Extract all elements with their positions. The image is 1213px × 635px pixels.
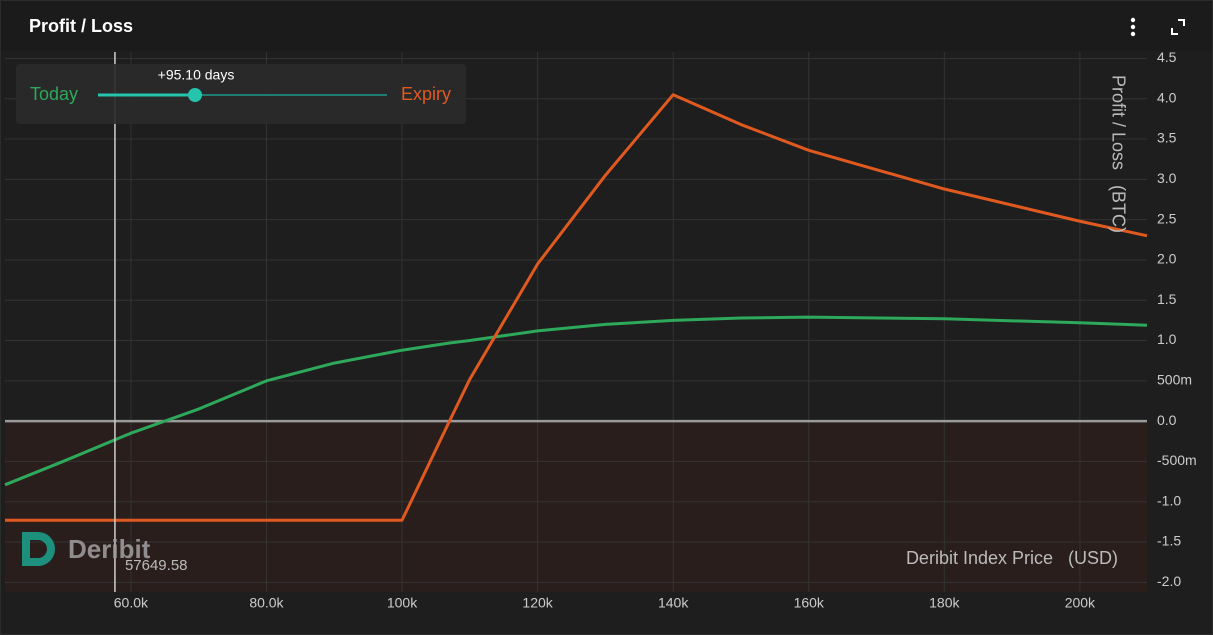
x-tick-label: 160k [794, 595, 825, 611]
loss-region [5, 421, 1147, 592]
x-tick-label: 180k [929, 595, 960, 611]
crosshair-label: 57649.58 [125, 557, 188, 574]
y-tick-label: -1.0 [1157, 492, 1181, 508]
slider-panel: Today Expiry +95.10 days [16, 64, 466, 124]
y-tick-label: -2.0 [1157, 573, 1181, 589]
x-tick-label: 80.0k [249, 595, 284, 611]
expiry-label: Expiry [401, 84, 451, 104]
x-tick-label: 60.0k [114, 595, 149, 611]
plot-area: -2.0 -1.5 -1.0 -500m 0.0 500m 1.0 1.5 2.0 2.5 3.0 3… [4, 49, 1197, 611]
today-label: Today [30, 84, 78, 104]
series-line [4, 315, 1148, 487]
y-tick-label: -1.5 [1157, 533, 1181, 549]
y-tick-label: 3.5 [1157, 130, 1177, 146]
brand-logo: Deribit [22, 532, 151, 566]
expand-button[interactable] [1171, 19, 1185, 35]
header-bar [1, 1, 1212, 51]
y-axis-title: Profit / Loss (BTC) [1108, 75, 1128, 233]
y-tick-label: 0.0 [1157, 412, 1177, 428]
y-tick-label: -500m [1157, 452, 1197, 468]
y-tick-label: 1.0 [1157, 331, 1177, 347]
days-label: +95.10 days [158, 67, 235, 83]
y-tick-label: 2.5 [1157, 210, 1177, 226]
series-line [5, 93, 1148, 522]
brand-name: Deribit [68, 534, 151, 564]
y-tick-label: 2.0 [1157, 251, 1177, 267]
x-axis-title: Deribit Index Price (USD) [906, 548, 1118, 568]
menu-button[interactable] [1130, 17, 1136, 37]
x-tick-label: 140k [658, 595, 689, 611]
y-tick-label: 3.0 [1157, 170, 1177, 186]
y-tick-label: 500m [1157, 372, 1192, 388]
slider-knob[interactable] [188, 88, 202, 102]
y-tick-label: 4.5 [1157, 49, 1177, 65]
panel-title: Profit / Loss [29, 16, 133, 36]
x-tick-label: 200k [1065, 595, 1096, 611]
x-tick-label: 120k [522, 595, 553, 611]
x-tick-label: 100k [387, 595, 418, 611]
y-tick-label: 4.0 [1157, 89, 1177, 105]
y-tick-label: 1.5 [1157, 291, 1177, 307]
